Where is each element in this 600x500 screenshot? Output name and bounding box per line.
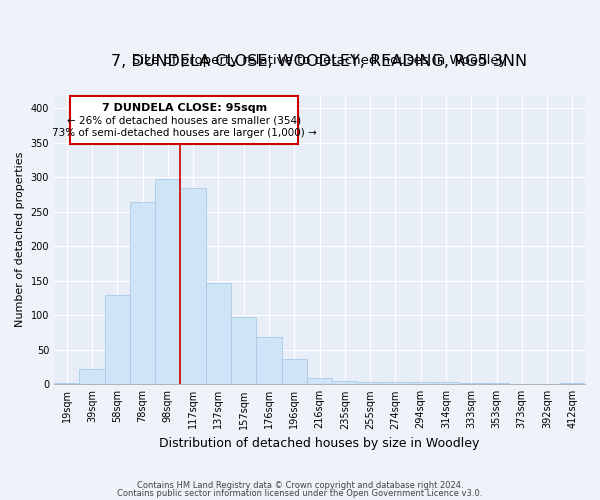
Text: ← 26% of detached houses are smaller (354): ← 26% of detached houses are smaller (35… [67,116,301,126]
Bar [332,381,358,384]
Bar [79,369,104,384]
Text: Contains public sector information licensed under the Open Government Licence v3: Contains public sector information licen… [118,488,482,498]
Bar [181,188,206,384]
X-axis label: Distribution of detached houses by size in Woodley: Distribution of detached houses by size … [160,437,480,450]
Bar [130,202,155,384]
Bar [256,338,281,384]
Bar [433,382,458,384]
Bar [458,383,484,384]
Text: Contains HM Land Registry data © Crown copyright and database right 2024.: Contains HM Land Registry data © Crown c… [137,481,463,490]
Title: Size of property relative to detached houses in Woodley: Size of property relative to detached ho… [132,54,507,67]
Bar [206,283,231,384]
Bar [358,382,383,384]
Bar [231,316,256,384]
Bar [307,378,332,384]
Bar [281,359,307,384]
FancyBboxPatch shape [70,96,298,144]
Bar [560,383,585,384]
Y-axis label: Number of detached properties: Number of detached properties [15,152,25,327]
Bar [104,294,130,384]
Text: 7, DUNDELA CLOSE, WOODLEY, READING, RG5 3NN: 7, DUNDELA CLOSE, WOODLEY, READING, RG5 … [112,54,527,68]
Bar [408,382,433,384]
Text: 73% of semi-detached houses are larger (1,000) →: 73% of semi-detached houses are larger (… [52,128,317,138]
Bar [54,383,79,384]
Bar [383,382,408,384]
Bar [484,383,509,384]
Bar [155,179,181,384]
Text: 7 DUNDELA CLOSE: 95sqm: 7 DUNDELA CLOSE: 95sqm [101,103,267,113]
